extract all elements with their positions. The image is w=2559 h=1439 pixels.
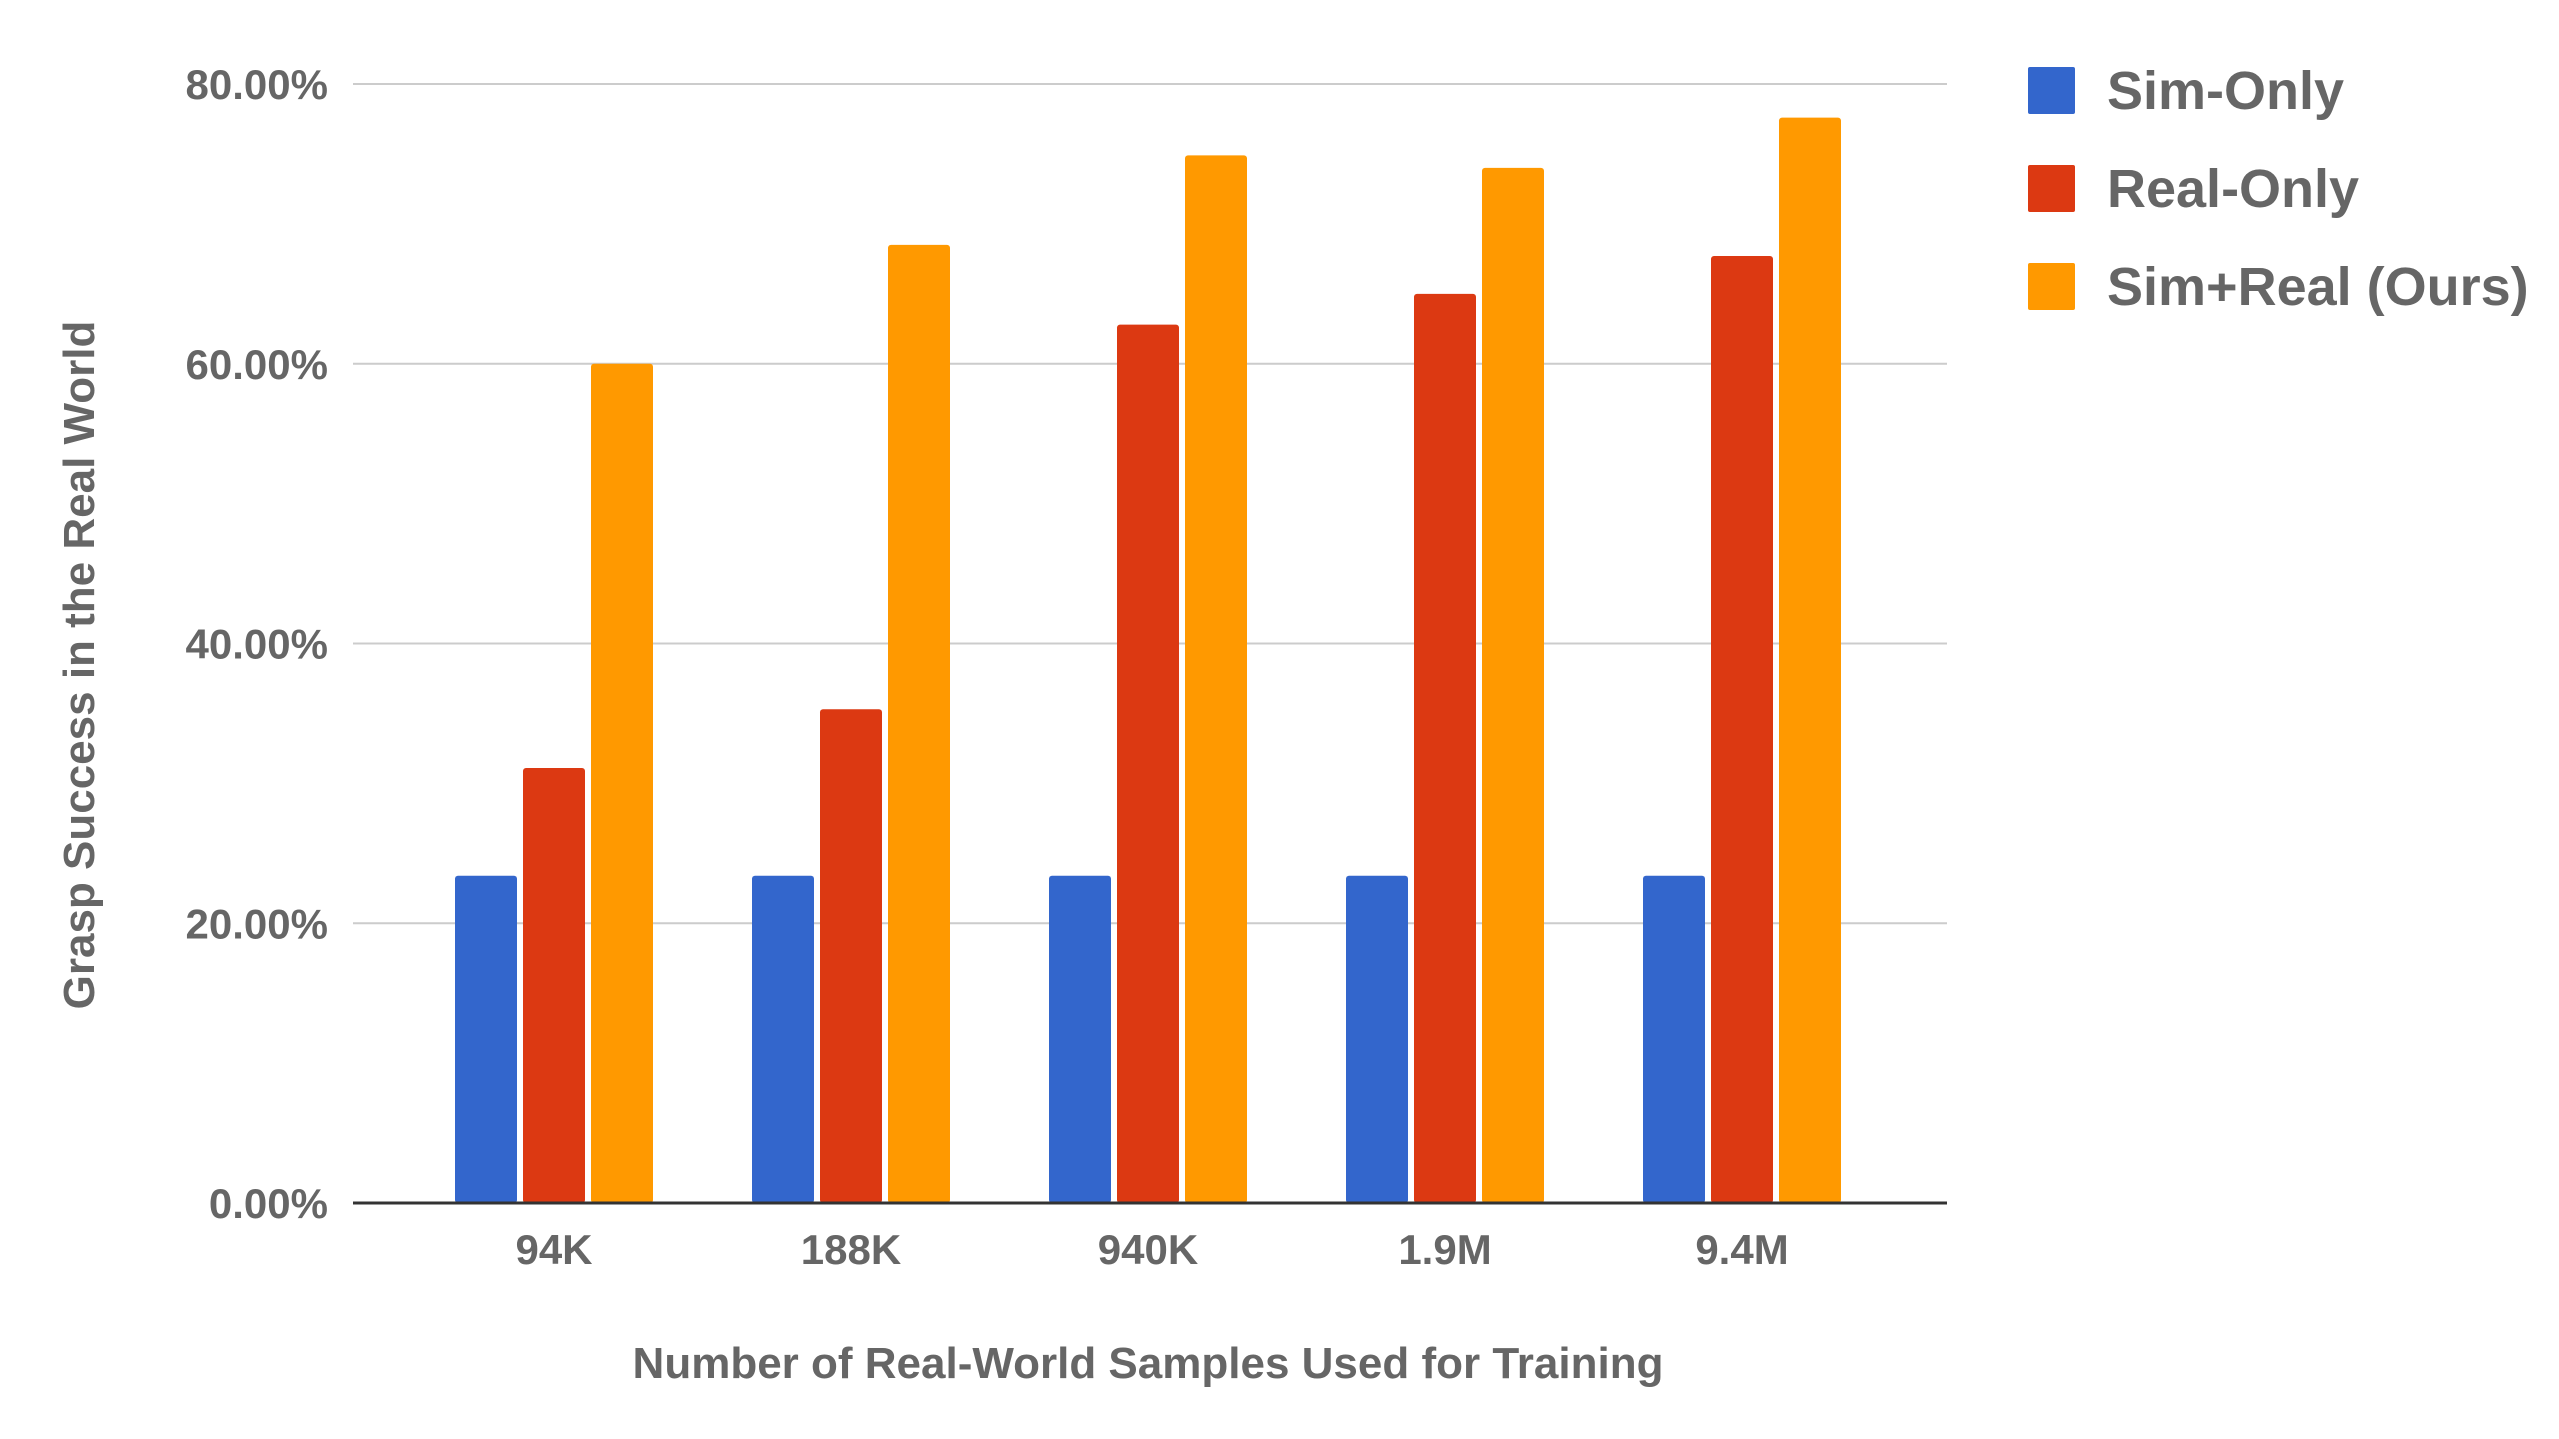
y-tick-label: 60.00% (186, 341, 328, 388)
legend: Sim-Only Real-Only Sim+Real (Ours) (2028, 61, 2529, 317)
y-axis-title: Grasp Success in the Real World (55, 321, 104, 1010)
legend-label: Real-Only (2107, 159, 2359, 219)
bar-sim-only-94k (455, 875, 517, 1203)
bar-real-only-1-9m (1414, 293, 1476, 1203)
legend-swatch (2028, 263, 2075, 310)
bar-sim-only-188k (752, 875, 814, 1203)
bar-real-only-94k (523, 767, 585, 1203)
x-tick-label: 9.4M (1695, 1226, 1788, 1273)
x-tick-label: 188K (801, 1226, 901, 1273)
x-tick-label: 940K (1098, 1226, 1198, 1273)
y-tick-label: 20.00% (186, 900, 328, 947)
legend-label: Sim+Real (Ours) (2107, 257, 2529, 317)
y-tick-label: 40.00% (186, 621, 328, 668)
bar-sim-real-ours--1-9m (1482, 167, 1544, 1203)
bars (455, 117, 1841, 1204)
y-axis-ticks: 0.00% 20.00% 40.00% 60.00% 80.00% (186, 61, 328, 1227)
x-axis-title: Number of Real-World Samples Used for Tr… (633, 1339, 1664, 1388)
x-axis-ticks: 94K 188K 940K 1.9M 9.4M (515, 1226, 1788, 1273)
legend-swatch (2028, 67, 2075, 114)
bar-real-only-188k (820, 709, 882, 1203)
bar-sim-real-ours--188k (888, 244, 950, 1203)
x-tick-label: 94K (515, 1226, 592, 1273)
bar-sim-real-ours--940k (1185, 155, 1247, 1204)
legend-label: Sim-Only (2107, 61, 2344, 121)
bar-sim-only-9-4m (1643, 875, 1705, 1203)
bar-real-only-940k (1117, 324, 1179, 1204)
x-tick-label: 1.9M (1398, 1226, 1491, 1273)
bar-sim-only-1-9m (1346, 875, 1408, 1203)
bar-real-only-9-4m (1711, 256, 1773, 1203)
y-tick-label: 80.00% (186, 61, 328, 108)
bar-sim-only-940k (1049, 875, 1111, 1203)
y-tick-label: 0.00% (209, 1180, 328, 1227)
legend-swatch (2028, 165, 2075, 212)
bar-sim-real-ours--94k (591, 363, 653, 1203)
bar-sim-real-ours--9-4m (1779, 117, 1841, 1204)
